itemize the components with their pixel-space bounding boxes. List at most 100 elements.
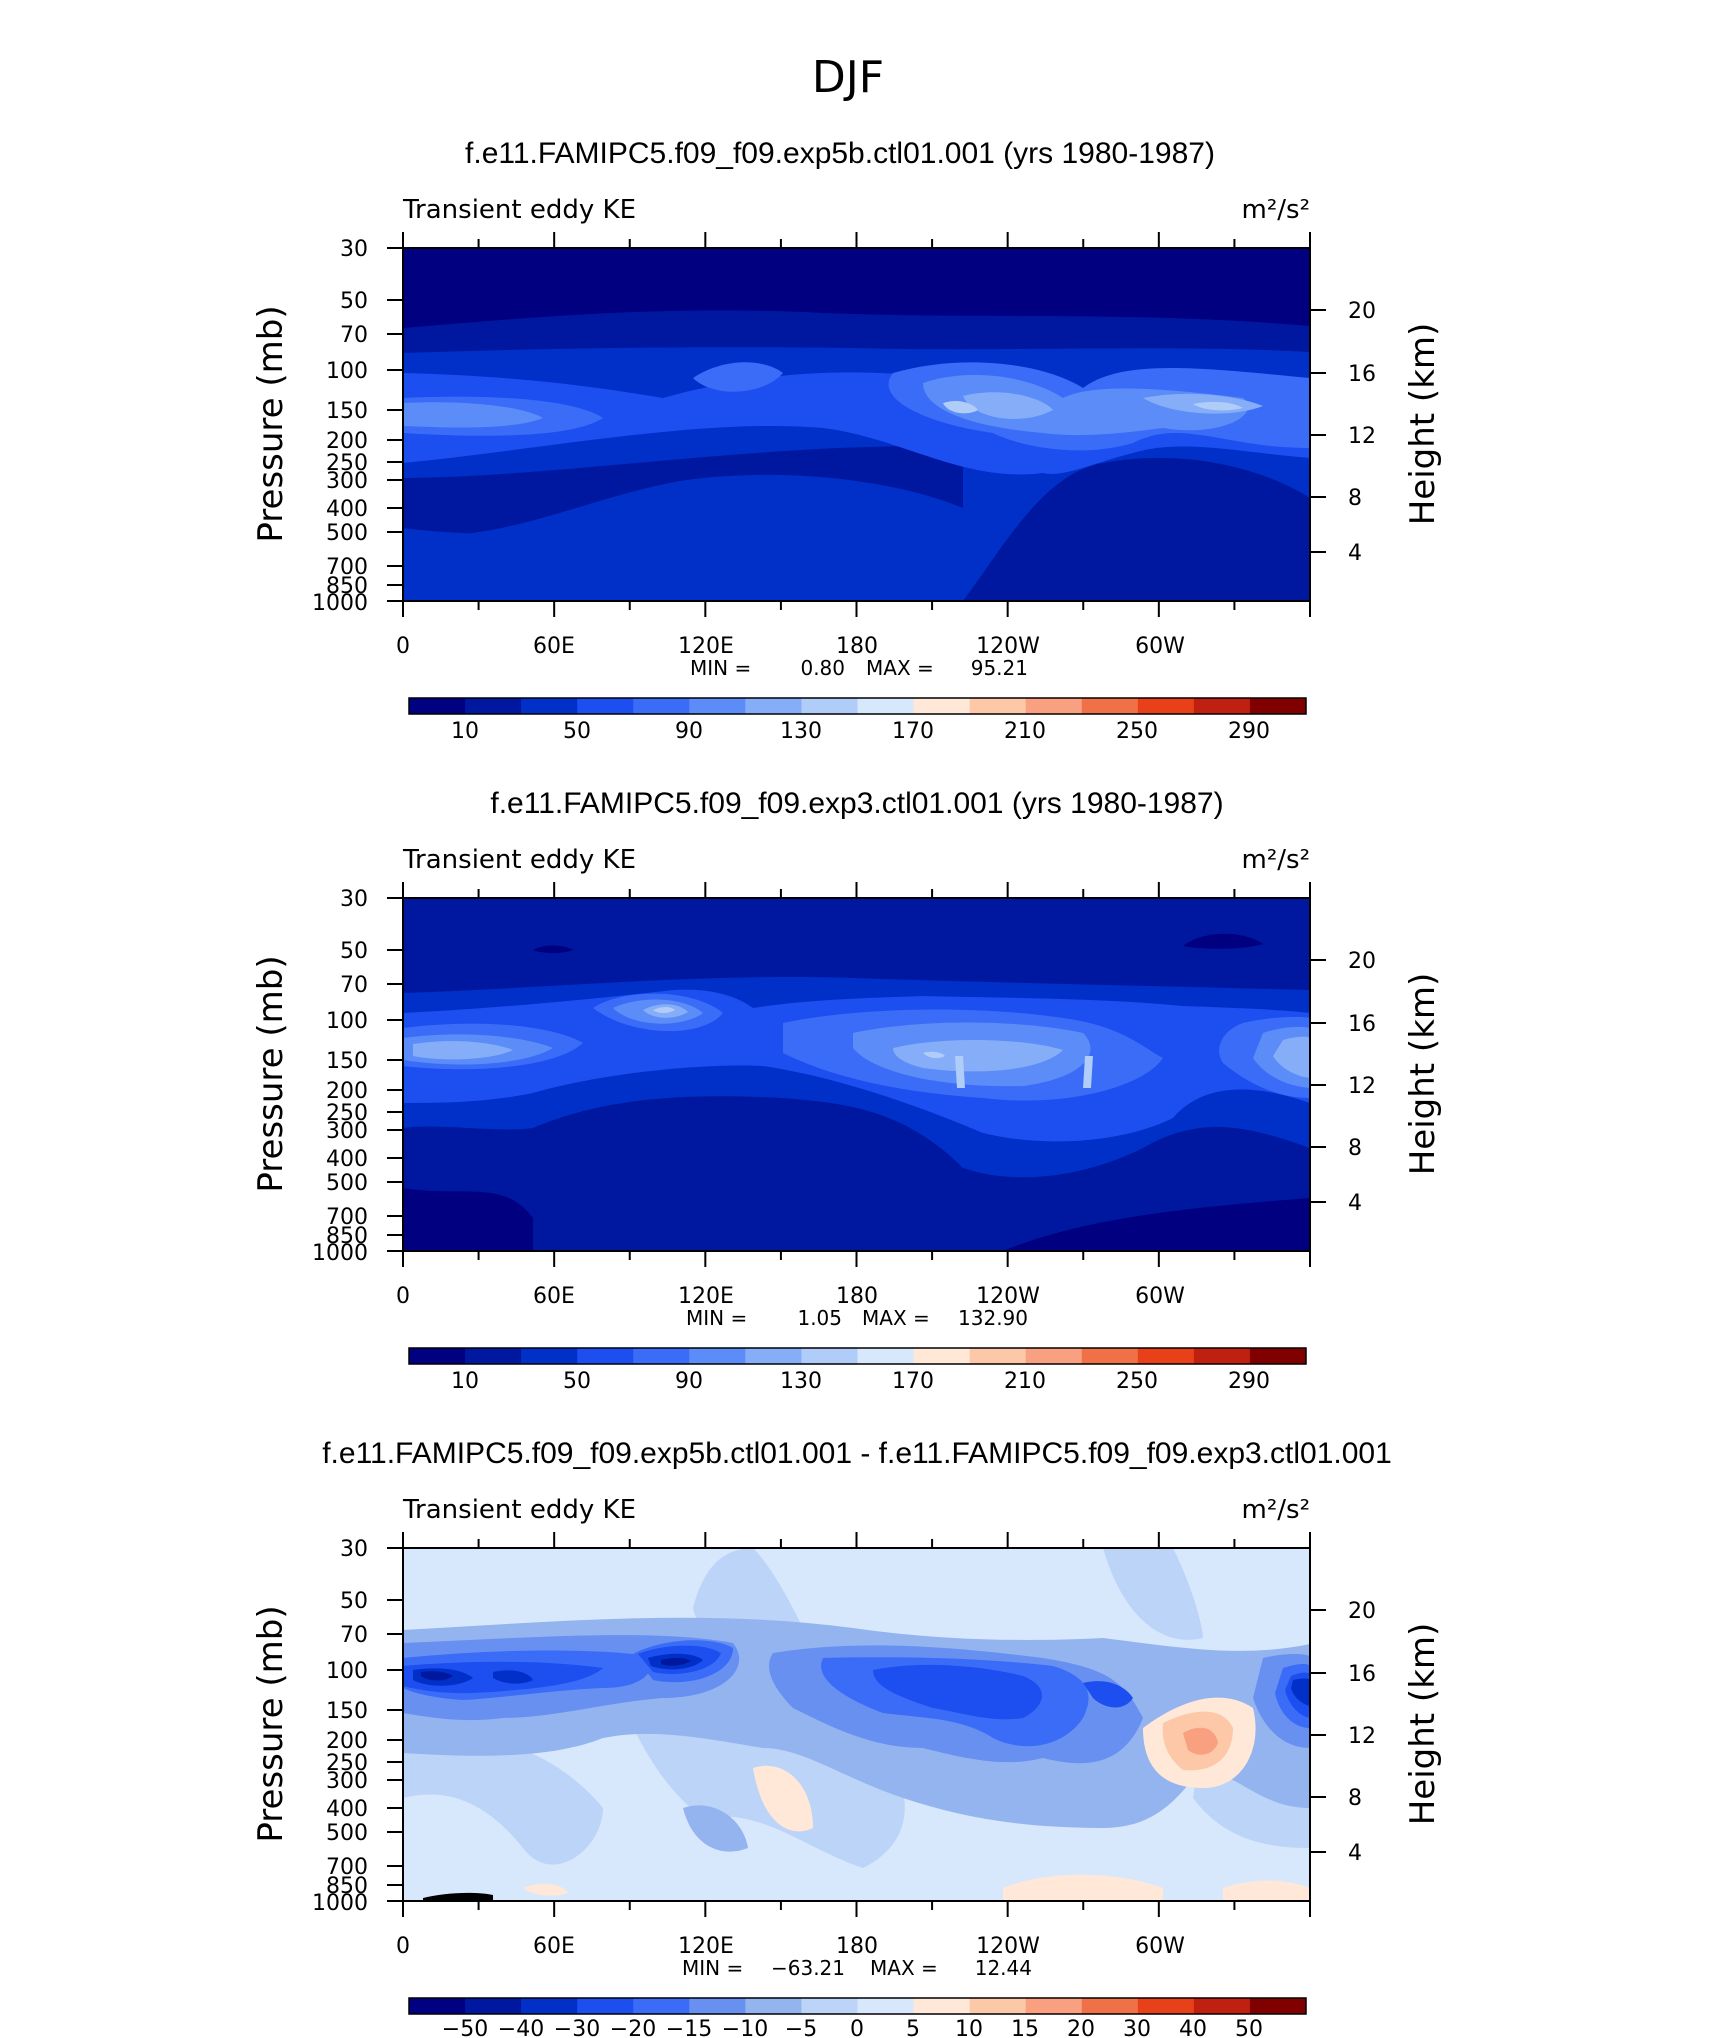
y-tick: 700 bbox=[326, 1205, 368, 1230]
colorbar-swatch bbox=[1025, 1998, 1083, 2014]
y-axis-label: Pressure (mb) bbox=[251, 1605, 291, 1842]
colorbar-swatch bbox=[1081, 698, 1139, 714]
colorbar-label: 290 bbox=[1228, 1369, 1270, 1394]
colorbar-label: −50 bbox=[442, 2017, 488, 2038]
colorbar-swatch bbox=[633, 1998, 690, 2014]
colorbar-label: 90 bbox=[675, 1369, 703, 1394]
y2-tick: 12 bbox=[1348, 1724, 1376, 1749]
units-label: m²/s² bbox=[1242, 1495, 1310, 1525]
x-tick: 60W bbox=[1135, 634, 1185, 659]
y-tick: 400 bbox=[326, 1147, 368, 1172]
colorbar-label: 40 bbox=[1179, 2017, 1207, 2038]
x-tick: 120W bbox=[976, 634, 1040, 659]
colorbar-label: 210 bbox=[1004, 719, 1046, 744]
y2-tick: 20 bbox=[1348, 949, 1376, 974]
colorbar-swatch bbox=[1081, 1998, 1139, 2014]
colorbar-swatch bbox=[801, 1998, 858, 2014]
x-tick: 0 bbox=[396, 1284, 410, 1309]
colorbar bbox=[408, 1997, 1307, 2015]
min-value: 0.80 bbox=[800, 656, 845, 680]
y-tick: 300 bbox=[326, 1119, 368, 1144]
y-tick: 50 bbox=[340, 1589, 368, 1614]
colorbar-labels: 10 50 90 130 170 210 250 290 bbox=[451, 1369, 1270, 1394]
colorbar-swatch bbox=[577, 1998, 634, 2014]
colorbar-swatch bbox=[745, 1348, 802, 1364]
colorbar-swatch bbox=[913, 1998, 971, 2014]
colorbar-swatch bbox=[745, 1998, 802, 2014]
plot-area bbox=[402, 897, 1311, 1252]
y-tick: 150 bbox=[326, 399, 368, 424]
max-value: 95.21 bbox=[971, 656, 1028, 680]
y2-tick: 8 bbox=[1348, 1786, 1362, 1811]
y-tick-labels: 30 50 70 100 150 200 250 300 400 500 700… bbox=[312, 887, 368, 1266]
y-tick: 200 bbox=[326, 429, 368, 454]
y2-axis-label: Height (km) bbox=[1403, 973, 1443, 1176]
colorbar-swatch bbox=[465, 1348, 522, 1364]
y2-tick: 4 bbox=[1348, 1841, 1362, 1866]
y2-tick: 12 bbox=[1348, 424, 1376, 449]
max-value: 132.90 bbox=[958, 1306, 1028, 1330]
y-tick: 700 bbox=[326, 1855, 368, 1880]
y-tick: 100 bbox=[326, 1659, 368, 1684]
colorbar-swatch bbox=[633, 698, 690, 714]
colorbar-swatch bbox=[857, 1348, 915, 1364]
panel-title: f.e11.FAMIPC5.f09_f09.exp5b.ctl01.001 - … bbox=[322, 1437, 1392, 1470]
y-tick: 150 bbox=[326, 1699, 368, 1724]
max-label: MAX = bbox=[866, 656, 934, 680]
x-tick: 120E bbox=[678, 634, 734, 659]
y-tick: 500 bbox=[326, 521, 368, 546]
colorbar-swatch bbox=[409, 698, 466, 714]
colorbar-label: 90 bbox=[675, 719, 703, 744]
colorbar-label: −10 bbox=[722, 2017, 768, 2038]
colorbar-label: 15 bbox=[1011, 2017, 1039, 2038]
colorbar-swatch bbox=[1249, 1348, 1307, 1364]
x-tick: 120E bbox=[678, 1284, 734, 1309]
colorbar-swatch bbox=[1193, 1998, 1251, 2014]
colorbar-border bbox=[408, 1347, 1307, 1365]
y-tick: 250 bbox=[326, 451, 368, 476]
x-tick: 60W bbox=[1135, 1284, 1185, 1309]
min-value: 1.05 bbox=[797, 1306, 842, 1330]
y-tick: 150 bbox=[326, 1049, 368, 1074]
y-tick: 500 bbox=[326, 1171, 368, 1196]
colorbar-swatch bbox=[521, 698, 578, 714]
colorbar-swatch bbox=[521, 1348, 578, 1364]
x-tick: 0 bbox=[396, 634, 410, 659]
units-label: m²/s² bbox=[1242, 845, 1310, 875]
season-title: DJF bbox=[812, 52, 884, 103]
colorbar-swatch bbox=[1249, 698, 1307, 714]
y-tick: 300 bbox=[326, 1769, 368, 1794]
y-tick: 850 bbox=[326, 1224, 368, 1249]
colorbar-label: −40 bbox=[498, 2017, 544, 2038]
y2-tick: 16 bbox=[1348, 1662, 1376, 1687]
y2-tick: 8 bbox=[1348, 486, 1362, 511]
colorbar-swatch bbox=[409, 1348, 466, 1364]
colorbar-swatch bbox=[689, 1998, 746, 2014]
colorbar-label: 50 bbox=[1235, 2017, 1263, 2038]
variable-label: Transient eddy KE bbox=[402, 845, 636, 875]
colorbar-swatch bbox=[801, 698, 858, 714]
colorbar-swatch bbox=[801, 1348, 858, 1364]
colorbar-swatch bbox=[689, 1348, 746, 1364]
colorbar-label: 170 bbox=[892, 719, 934, 744]
colorbar-swatch bbox=[1137, 1348, 1195, 1364]
colorbar-label: 50 bbox=[563, 1369, 591, 1394]
x-tick: 120E bbox=[678, 1934, 734, 1959]
colorbar-border bbox=[408, 697, 1307, 715]
min-label: MIN = bbox=[690, 656, 751, 680]
min-label: MIN = bbox=[682, 1956, 743, 1980]
y2-tick: 8 bbox=[1348, 1136, 1362, 1161]
panel-1: f.e11.FAMIPC5.f09_f09.exp5b.ctl01.001 (y… bbox=[251, 137, 1443, 744]
colorbar-label: 130 bbox=[780, 1369, 822, 1394]
y2-tick: 16 bbox=[1348, 362, 1376, 387]
colorbar-label: 10 bbox=[451, 719, 479, 744]
colorbar-swatch bbox=[1137, 1998, 1195, 2014]
colorbar-label: 250 bbox=[1116, 1369, 1158, 1394]
colorbar-label: 210 bbox=[1004, 1369, 1046, 1394]
y-tick: 1000 bbox=[312, 1241, 368, 1266]
colorbar-label: 170 bbox=[892, 1369, 934, 1394]
y-tick: 30 bbox=[340, 237, 368, 262]
colorbar-swatch bbox=[409, 1998, 466, 2014]
y2-tick-labels: 20 16 12 8 4 bbox=[1348, 1599, 1376, 1866]
y2-tick: 20 bbox=[1348, 1599, 1376, 1624]
